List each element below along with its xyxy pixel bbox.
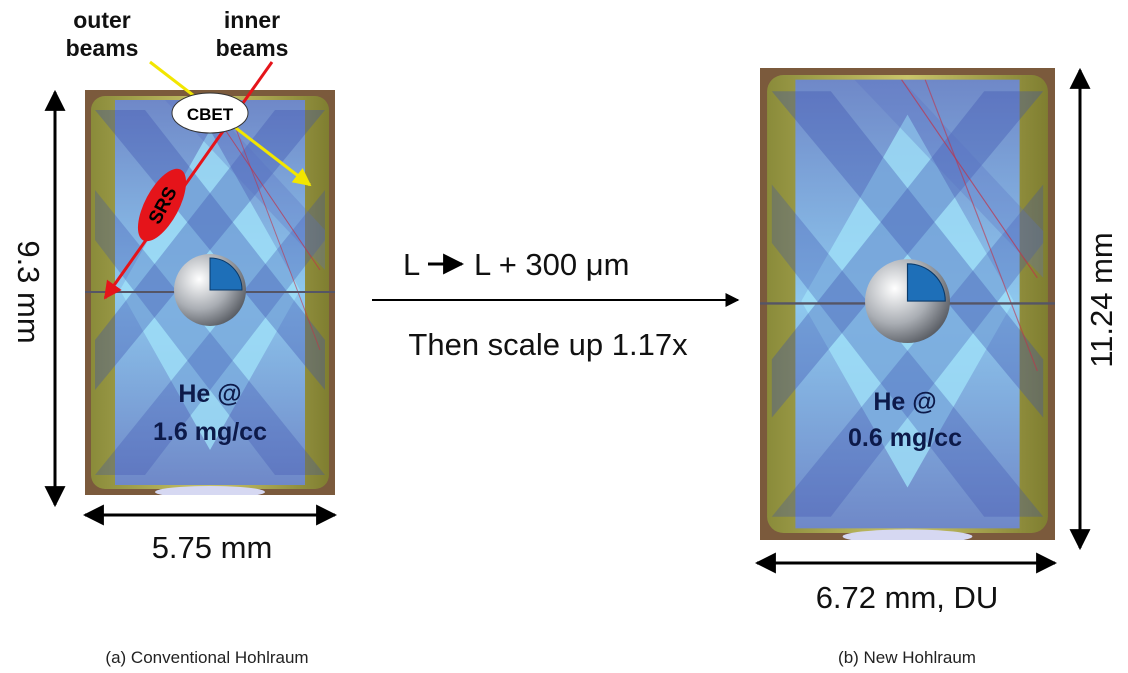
inner-label: beams <box>216 35 289 61</box>
width-label: 5.75 mm <box>152 530 273 565</box>
height-label: 11.24 mm <box>1084 232 1119 368</box>
height-label: 9.3 mm <box>11 240 46 343</box>
scale-label: Then scale up 1.17x <box>408 327 688 362</box>
length-to: L + 300 μm <box>474 247 629 282</box>
caption: (a) Conventional Hohlraum <box>105 648 308 667</box>
length-from: L <box>403 247 420 282</box>
hohlraum-b <box>760 68 1055 543</box>
gas-label: 1.6 mg/cc <box>153 418 267 446</box>
width-label: 6.72 mm, DU <box>816 580 999 615</box>
outer-label: outer <box>73 7 131 33</box>
inner-label: inner <box>224 7 280 33</box>
gas-label: 0.6 mg/cc <box>848 424 962 452</box>
cbet-label: CBET <box>187 105 234 124</box>
caption: (b) New Hohlraum <box>838 648 976 667</box>
gas-label: He @ <box>178 380 241 408</box>
diagram: CBET SRS outer beams inner beams He @ 1.… <box>0 0 1128 673</box>
gas-label: He @ <box>873 388 936 416</box>
outer-label: beams <box>66 35 139 61</box>
